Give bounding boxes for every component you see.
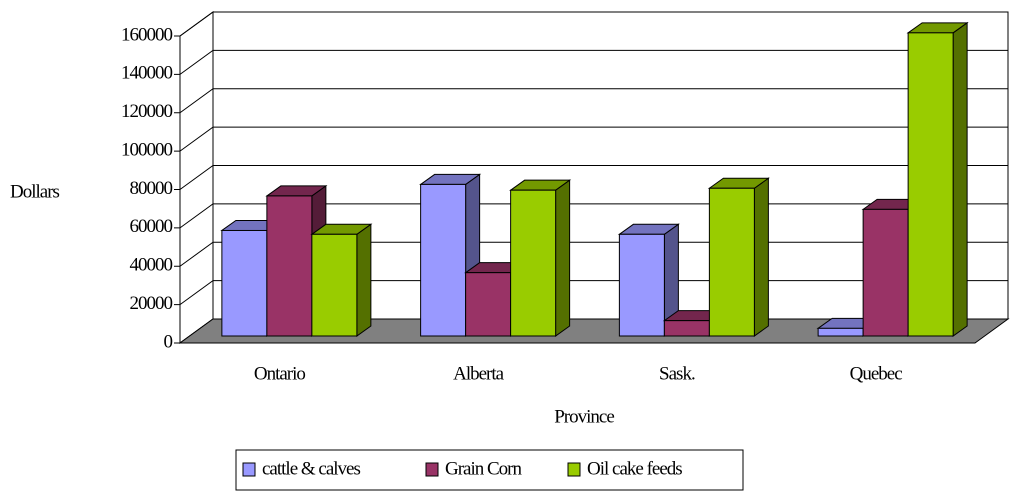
- grid-line: [179, 88, 1008, 114]
- x-tick-label: Quebec: [850, 363, 903, 384]
- grid-line: [179, 126, 1008, 152]
- bar: [663, 320, 710, 337]
- legend-label: cattle & calves: [262, 458, 360, 479]
- legend-label: Grain Corn: [445, 458, 523, 479]
- grid-line: [179, 11, 1008, 37]
- x-tick-label: Ontario: [254, 363, 306, 384]
- y-tick-label: 60000: [130, 216, 173, 237]
- y-tick-label: 100000: [121, 139, 173, 160]
- bar-side: [555, 179, 571, 337]
- legend-swatch: [242, 462, 256, 477]
- y-tick-label: 80000: [130, 178, 173, 199]
- bar: [311, 233, 358, 337]
- bar: [618, 233, 665, 337]
- bar: [465, 272, 512, 337]
- y-axis-title: Dollars: [10, 181, 60, 202]
- legend-box: [235, 449, 744, 491]
- bar: [817, 327, 864, 337]
- bar: [420, 183, 467, 337]
- y-tick-label: 120000: [121, 101, 173, 122]
- x-tick-label: Sask.: [659, 363, 695, 384]
- bar: [510, 189, 557, 337]
- legend-swatch: [425, 462, 439, 477]
- bar-side: [356, 223, 372, 337]
- legend-label: Oil cake feeds: [587, 458, 682, 479]
- grid-line: [179, 165, 1008, 190]
- bar-side: [952, 21, 968, 337]
- y-tick-label: 40000: [130, 255, 173, 276]
- x-tick-label: Alberta: [453, 363, 505, 384]
- y-tick-label: 0: [164, 331, 173, 352]
- legend-swatch: [567, 462, 581, 477]
- bar: [221, 229, 268, 337]
- y-tick-label: 140000: [121, 63, 173, 84]
- bar: [862, 208, 909, 337]
- bar-side: [753, 177, 769, 337]
- bar: [708, 187, 755, 337]
- y-tick-label: 20000: [130, 293, 173, 314]
- bar: [907, 32, 954, 337]
- grid-line: [179, 49, 1008, 75]
- x-axis-title: Province: [554, 406, 614, 427]
- bar: [266, 195, 313, 337]
- y-tick-label: 160000: [121, 24, 173, 45]
